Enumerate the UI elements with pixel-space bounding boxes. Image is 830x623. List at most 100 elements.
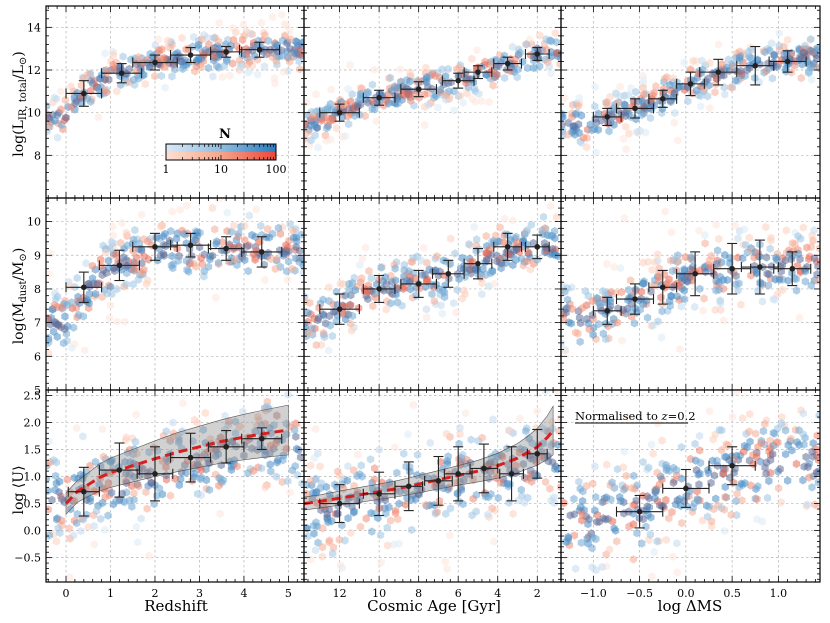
hexbin [364, 294, 372, 304]
hexbin [227, 227, 236, 237]
hexbin [370, 65, 378, 74]
hexbin [57, 105, 65, 114]
binned-point [400, 269, 438, 298]
point-marker [336, 306, 343, 312]
x-tick-label: −1.0 [580, 587, 607, 600]
hexbin [803, 243, 811, 252]
x-tick-label: 4 [240, 587, 247, 600]
hexbin [197, 466, 205, 475]
binned-point [740, 239, 779, 295]
hexbin [162, 463, 170, 472]
hexbin [813, 44, 820, 53]
hexbin [570, 531, 578, 540]
point-marker [715, 69, 722, 75]
hexbin [487, 268, 495, 278]
hexbin [158, 456, 167, 466]
hexbin [737, 66, 745, 76]
hexbin [605, 545, 614, 554]
hexbin [671, 108, 679, 118]
hexbin [413, 471, 421, 480]
point-marker [632, 105, 638, 112]
hexbin [441, 292, 449, 302]
point-marker [152, 59, 158, 66]
hexbin [311, 131, 319, 140]
hexbin [264, 224, 272, 234]
hexbin [548, 417, 556, 427]
hexbin [502, 258, 510, 268]
hexbin [684, 277, 692, 286]
hexbin [610, 262, 618, 272]
hexbin [265, 233, 273, 242]
hexbin [150, 499, 158, 509]
hexbin [201, 46, 209, 55]
hexbin [617, 287, 625, 297]
point-marker [445, 270, 452, 277]
hexbin [271, 264, 279, 273]
hexbin [441, 557, 449, 566]
hexbin [102, 268, 111, 278]
hexbin [727, 510, 735, 519]
hexbin [395, 499, 403, 508]
hexbin [94, 113, 102, 122]
hexbin [153, 372, 160, 380]
hexbin [457, 485, 465, 495]
hexbin [669, 266, 677, 276]
hexbin [308, 114, 316, 123]
hexbin [512, 255, 520, 264]
hexbin [732, 76, 740, 85]
hexbin [413, 450, 422, 459]
point-marker [455, 471, 462, 477]
binned-point [136, 446, 174, 502]
binned-point [773, 251, 812, 287]
binned-point [676, 251, 715, 297]
hexbin [341, 536, 349, 545]
panel-r1-c2 [560, 197, 821, 391]
hexbin [118, 218, 126, 228]
hexbin [211, 225, 219, 234]
hexbin [482, 248, 491, 258]
hexbin [765, 270, 773, 279]
hexbin [642, 296, 651, 305]
binned-point [210, 45, 243, 58]
hexbin [323, 510, 331, 519]
hexbin [740, 225, 748, 234]
hexbin [807, 281, 815, 290]
hexbin [210, 52, 218, 62]
y-tick-label: 10 [27, 107, 41, 120]
binned-point [493, 232, 523, 261]
point-marker [336, 500, 343, 507]
hexbin [407, 96, 415, 105]
hexbin [53, 292, 62, 301]
hexbin [638, 110, 646, 120]
y-tick-label: 14 [27, 21, 41, 34]
hexbin [168, 251, 176, 261]
hexbin [119, 253, 128, 262]
hexbin [367, 273, 375, 283]
hexbin [740, 441, 749, 451]
hexbin [433, 508, 441, 517]
hexbin [406, 467, 414, 476]
hexbin [732, 496, 740, 506]
hexbin [88, 261, 97, 271]
hexbin [358, 254, 366, 264]
hexbin [579, 487, 587, 496]
hexbin [761, 419, 769, 429]
hexbin [761, 48, 769, 57]
hexbin [105, 313, 114, 323]
hexbin [310, 529, 318, 538]
hexbin [377, 263, 385, 272]
hexbin [154, 35, 162, 44]
hexbin [143, 504, 151, 513]
hexbin [619, 463, 627, 472]
hexbin [591, 82, 599, 91]
hexbin [243, 60, 252, 70]
y-tick-label: 0.5 [24, 498, 42, 511]
point-marker [534, 244, 541, 250]
point-marker [632, 296, 638, 302]
hexbin [405, 267, 413, 276]
hexbin [329, 549, 337, 558]
hexbin [326, 116, 334, 126]
point-marker [604, 114, 611, 120]
hexbin [151, 72, 159, 81]
hexbin [801, 41, 809, 50]
